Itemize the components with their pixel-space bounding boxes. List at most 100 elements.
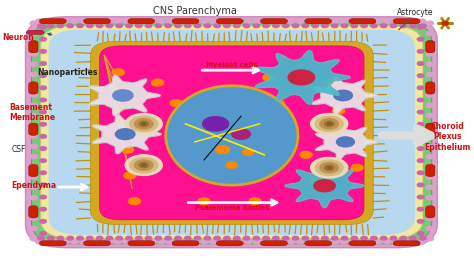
Circle shape [106, 24, 113, 28]
Circle shape [410, 19, 417, 23]
Circle shape [139, 163, 148, 168]
Circle shape [30, 144, 37, 148]
Circle shape [157, 19, 165, 23]
FancyBboxPatch shape [172, 19, 199, 24]
Circle shape [175, 236, 181, 240]
FancyBboxPatch shape [426, 206, 435, 218]
Text: CSF: CSF [11, 145, 26, 154]
Circle shape [419, 236, 426, 240]
Circle shape [417, 220, 424, 223]
Ellipse shape [167, 86, 297, 184]
Circle shape [45, 19, 52, 23]
Circle shape [297, 240, 304, 244]
Circle shape [273, 24, 279, 28]
Circle shape [57, 24, 64, 28]
FancyBboxPatch shape [39, 241, 66, 246]
Circle shape [105, 19, 113, 23]
Circle shape [30, 237, 37, 241]
Circle shape [302, 24, 309, 28]
Circle shape [149, 19, 156, 23]
Circle shape [204, 24, 210, 28]
Circle shape [262, 240, 269, 244]
Circle shape [417, 50, 424, 53]
Circle shape [106, 236, 113, 240]
Circle shape [157, 240, 165, 244]
Circle shape [96, 236, 103, 240]
Circle shape [426, 185, 434, 189]
Circle shape [71, 19, 78, 23]
Circle shape [320, 163, 338, 173]
Circle shape [243, 236, 250, 240]
FancyBboxPatch shape [305, 19, 332, 24]
Circle shape [310, 114, 348, 134]
Circle shape [426, 165, 434, 169]
Circle shape [426, 134, 434, 138]
FancyBboxPatch shape [27, 30, 44, 35]
Circle shape [288, 240, 295, 244]
FancyBboxPatch shape [128, 19, 155, 24]
Circle shape [30, 134, 37, 138]
Circle shape [131, 19, 139, 23]
Circle shape [243, 24, 250, 28]
FancyBboxPatch shape [426, 82, 435, 94]
Circle shape [410, 236, 416, 240]
Circle shape [383, 19, 391, 23]
FancyBboxPatch shape [128, 241, 155, 246]
Circle shape [400, 24, 407, 28]
Circle shape [30, 175, 37, 179]
Circle shape [331, 236, 338, 240]
Circle shape [243, 149, 254, 155]
Circle shape [426, 124, 434, 128]
Circle shape [245, 19, 252, 23]
Circle shape [426, 196, 434, 200]
Circle shape [30, 72, 37, 77]
Circle shape [309, 177, 321, 184]
Circle shape [30, 103, 37, 107]
Circle shape [375, 19, 382, 23]
Circle shape [328, 167, 331, 169]
Circle shape [234, 24, 240, 28]
Circle shape [371, 236, 377, 240]
Circle shape [245, 240, 252, 244]
FancyBboxPatch shape [393, 19, 420, 24]
FancyBboxPatch shape [172, 241, 199, 246]
Circle shape [128, 198, 140, 205]
Circle shape [341, 24, 348, 28]
Circle shape [175, 240, 182, 244]
FancyBboxPatch shape [305, 241, 332, 246]
Circle shape [271, 240, 278, 244]
Circle shape [47, 24, 54, 28]
Circle shape [418, 19, 426, 23]
Circle shape [418, 240, 426, 244]
Circle shape [426, 206, 434, 210]
Circle shape [37, 236, 44, 240]
FancyBboxPatch shape [261, 241, 287, 246]
Circle shape [426, 144, 434, 148]
Circle shape [249, 198, 261, 205]
Circle shape [349, 19, 356, 23]
Text: CNS Parenchyma: CNS Parenchyma [153, 6, 237, 17]
Circle shape [210, 19, 217, 23]
Circle shape [30, 216, 37, 220]
FancyBboxPatch shape [349, 19, 376, 24]
Text: Neuron: Neuron [2, 33, 34, 42]
Circle shape [166, 240, 173, 244]
Circle shape [283, 24, 289, 28]
Circle shape [40, 147, 46, 150]
Circle shape [417, 195, 424, 199]
Circle shape [417, 25, 424, 29]
Circle shape [426, 237, 434, 241]
Circle shape [155, 236, 162, 240]
Circle shape [30, 124, 37, 128]
Circle shape [426, 103, 434, 107]
Circle shape [105, 240, 113, 244]
Circle shape [320, 119, 338, 129]
Circle shape [201, 240, 208, 244]
Circle shape [224, 24, 230, 28]
Circle shape [121, 146, 134, 153]
Circle shape [273, 236, 279, 240]
Circle shape [36, 240, 43, 244]
Circle shape [140, 19, 147, 23]
Circle shape [426, 42, 434, 46]
Circle shape [323, 19, 330, 23]
